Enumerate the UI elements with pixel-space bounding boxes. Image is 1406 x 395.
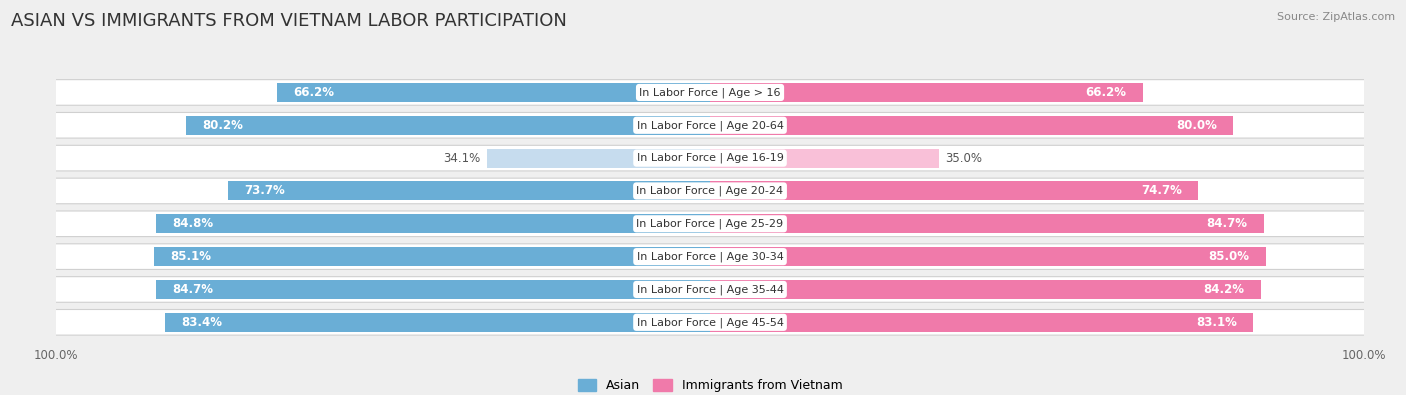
Text: In Labor Force | Age 16-19: In Labor Force | Age 16-19 [637,153,783,164]
Text: In Labor Force | Age 30-34: In Labor Force | Age 30-34 [637,251,783,262]
Text: 83.4%: 83.4% [181,316,222,329]
Text: 34.1%: 34.1% [443,152,481,165]
Bar [156,214,710,233]
Text: 35.0%: 35.0% [945,152,983,165]
Bar [277,83,710,102]
FancyBboxPatch shape [53,113,1367,138]
Text: In Labor Force | Age 20-24: In Labor Force | Age 20-24 [637,186,783,196]
Text: In Labor Force | Age > 16: In Labor Force | Age > 16 [640,87,780,98]
Text: 85.0%: 85.0% [1208,250,1250,263]
Text: 83.1%: 83.1% [1197,316,1237,329]
Text: In Labor Force | Age 25-29: In Labor Force | Age 25-29 [637,218,783,229]
Text: 84.8%: 84.8% [172,217,214,230]
Bar [710,149,939,167]
FancyBboxPatch shape [53,244,1367,269]
Bar [153,247,710,266]
Text: In Labor Force | Age 35-44: In Labor Force | Age 35-44 [637,284,783,295]
Bar [486,149,710,167]
Bar [165,313,710,332]
Text: Source: ZipAtlas.com: Source: ZipAtlas.com [1277,12,1395,22]
Legend: Asian, Immigrants from Vietnam: Asian, Immigrants from Vietnam [572,374,848,395]
Bar [710,280,1261,299]
Text: In Labor Force | Age 45-54: In Labor Force | Age 45-54 [637,317,783,327]
Bar [156,280,710,299]
FancyBboxPatch shape [53,80,1367,105]
Bar [710,181,1198,201]
Bar [710,247,1265,266]
Text: 80.0%: 80.0% [1175,119,1216,132]
FancyBboxPatch shape [53,145,1367,171]
Text: 73.7%: 73.7% [245,184,285,198]
Text: In Labor Force | Age 20-64: In Labor Force | Age 20-64 [637,120,783,130]
Bar [710,116,1233,135]
Text: 84.7%: 84.7% [173,283,214,296]
Text: 66.2%: 66.2% [294,86,335,99]
Text: 80.2%: 80.2% [202,119,243,132]
FancyBboxPatch shape [53,178,1367,204]
Bar [710,214,1264,233]
Text: 85.1%: 85.1% [170,250,211,263]
Bar [228,181,710,201]
Text: 84.2%: 84.2% [1204,283,1244,296]
FancyBboxPatch shape [53,211,1367,237]
Bar [710,313,1253,332]
Bar [186,116,710,135]
Text: ASIAN VS IMMIGRANTS FROM VIETNAM LABOR PARTICIPATION: ASIAN VS IMMIGRANTS FROM VIETNAM LABOR P… [11,12,567,30]
Text: 66.2%: 66.2% [1085,86,1126,99]
Text: 84.7%: 84.7% [1206,217,1247,230]
FancyBboxPatch shape [53,276,1367,302]
FancyBboxPatch shape [53,310,1367,335]
Bar [710,83,1143,102]
Text: 74.7%: 74.7% [1142,184,1182,198]
